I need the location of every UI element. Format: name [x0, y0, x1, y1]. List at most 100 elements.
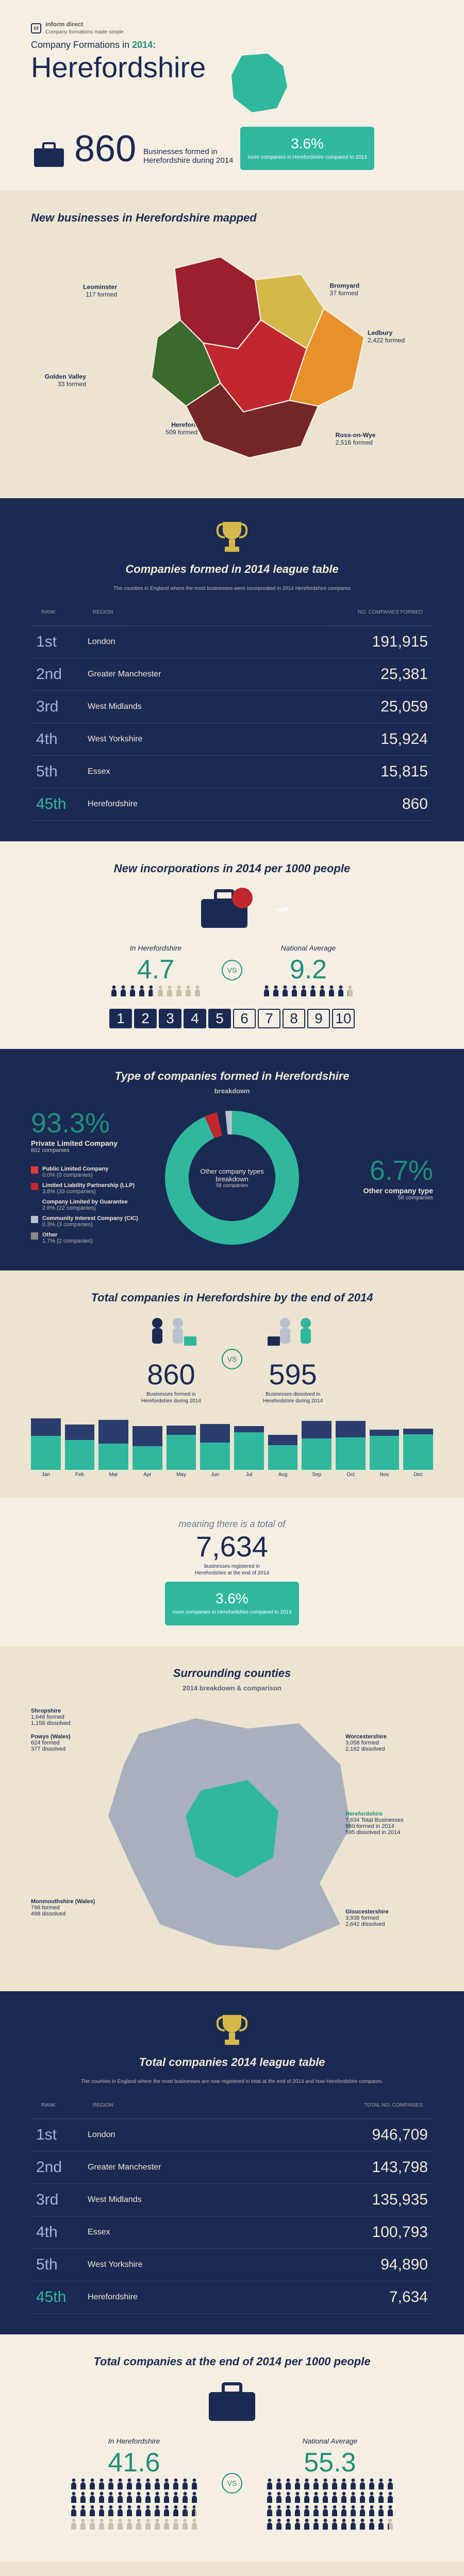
surrounding-title: Surrounding counties [173, 1667, 291, 1680]
people-briefcase-icon [143, 1314, 200, 1355]
overline: Company Formations in 2014: [31, 40, 433, 50]
vs-icon: VS [222, 2473, 242, 2494]
left-val: 4.7 [110, 954, 201, 985]
per1000-total-title: Total companies at the end of 2014 per 1… [31, 2355, 433, 2368]
legend-item: Public Limited Company0.0% (0 companies) [31, 1166, 145, 1178]
briefcase-count: 7 [258, 1009, 280, 1028]
briefcase-icon [204, 2378, 260, 2425]
svg-text:Ledbury2,422 formed: Ledbury2,422 formed [368, 330, 405, 344]
table-row: 5thWest Yorkshire94,890 [31, 2249, 433, 2281]
surround-note: Powys (Wales)624 formed377 dissolved [31, 1734, 119, 1752]
per1000-total: Total companies at the end of 2014 per 1… [0, 2334, 464, 2562]
county-title: Herefordshire [31, 50, 206, 84]
surround-note: Herefordshire7,634 Total Businesses860 f… [345, 1811, 433, 1836]
new-badge: NEW [275, 906, 289, 914]
people-grid-left [67, 2478, 201, 2530]
surround-note: Gloucestershire3,938 formed2,642 dissolv… [345, 1909, 433, 1927]
people-right [263, 985, 354, 996]
table-row: 2ndGreater Manchester143,798 [31, 2151, 433, 2184]
surrounding-subtitle: 2014 breakdown & comparison [183, 1684, 281, 1692]
legend-item: Community Interest Company (CIC)0.3% (3 … [31, 1215, 145, 1228]
brand-icon: id [31, 23, 41, 33]
stat-label-a: Businesses formed in [143, 147, 233, 156]
league2-caption: The counties in England where the most b… [31, 2078, 433, 2085]
briefcase-count: 1 [109, 1009, 132, 1028]
legend-item: Company Limited by Guarantee2.6% (22 com… [31, 1199, 145, 1211]
briefcase-count: 5 [208, 1009, 231, 1028]
pt-left-label: In Herefordshire [67, 2437, 201, 2445]
people-grid-right [263, 2478, 397, 2530]
left-label: In Herefordshire [110, 944, 201, 952]
fvd-right-num: 595 [263, 1358, 323, 1391]
table-row: 5thEssex15,815 [31, 756, 433, 788]
growth-badge: 3.6% more companies in Herefordshire com… [165, 1582, 299, 1625]
stat-number: 860 [74, 128, 136, 170]
total-caption: businesses registered in Herefordshire a… [31, 1563, 433, 1577]
surround-note: Monmouthshire (Wales)798 formed498 disso… [31, 1899, 119, 1917]
map-section: New businesses in Herefordshire mapped L… [0, 191, 464, 498]
month-bar: Sep [302, 1421, 332, 1478]
month-bar: Apr [132, 1426, 162, 1478]
right-val: 9.2 [263, 954, 354, 985]
table-row: 1stLondon191,915 [31, 626, 433, 658]
month-bar: Aug [268, 1435, 298, 1478]
table-row: 45thHerefordshire860 [31, 788, 433, 821]
month-bar: May [167, 1426, 196, 1478]
per1000-new-title: New incorporations in 2014 per 1000 peop… [31, 862, 433, 875]
month-bar: Jan [31, 1418, 61, 1478]
formed-vs-dissolved: Total companies in Herefordshire by the … [0, 1270, 464, 1498]
type-right-pct: 6.7% [319, 1155, 433, 1187]
headline-stat: 860 Businesses formed in Herefordshire d… [31, 127, 433, 170]
district-map: Leominster117 formed Bromyard37 formed Gol… [31, 234, 433, 475]
svg-text:Bromyard37 formed: Bromyard37 formed [329, 282, 359, 297]
briefcase-count: 10 [332, 1009, 355, 1028]
fvd-right-b: Herefordshire during 2014 [263, 1398, 323, 1404]
fvd-left-a: Businesses formed in [146, 1392, 196, 1397]
table-row: 4thWest Yorkshire15,924 [31, 723, 433, 756]
total-num: 7,634 [31, 1530, 433, 1563]
svg-text:Golden Valley33 formed: Golden Valley33 formed [45, 373, 87, 387]
league2-table: RankRegionTotal No. Companies1stLondon94… [31, 2092, 433, 2314]
month-bar: Mar [98, 1420, 128, 1478]
briefcase-new-icon [196, 885, 253, 932]
total-lead: meaning there is a total of [31, 1519, 433, 1530]
league2-title: Total companies 2014 league table [31, 2056, 433, 2069]
types-section: Type of companies formed in Herefordshir… [0, 1049, 464, 1270]
brand: id inform direct Company formations made… [31, 21, 433, 36]
table-row: 3rdWest Midlands25,059 [31, 691, 433, 723]
month-bar: Jun [200, 1424, 230, 1478]
vs-row: In Herefordshire 4.7 VS National Average… [31, 944, 433, 996]
table-row: 1stLondon946,709 [31, 2119, 433, 2151]
svg-text:Leominster117 formed: Leominster117 formed [83, 283, 117, 298]
briefcase-count: 8 [283, 1009, 305, 1028]
type-legend: Public Limited Company0.0% (0 companies)… [31, 1166, 145, 1244]
type-right-count: 58 companies [319, 1195, 433, 1201]
table-row: 2ndGreater Manchester25,381 [31, 658, 433, 691]
donut-center-label: Other company types breakdown [189, 1167, 275, 1183]
surrounding-map: Powys (Wales)624 formed377 dissolved Shro… [31, 1703, 433, 1971]
league1-caption: The counties in England where the most b… [31, 585, 433, 592]
briefcase-icon [31, 139, 67, 170]
type-left-label: Private Limited Company [31, 1139, 145, 1147]
brand-name: inform direct [45, 21, 83, 28]
types-title: Type of companies formed in Herefordshir… [114, 1070, 349, 1082]
last5-section: The last 5 years How the total number of… [0, 2562, 464, 2576]
trophy-icon [217, 519, 247, 555]
month-bar: Dec [403, 1429, 433, 1478]
pt-right-val: 55.3 [263, 2447, 397, 2478]
vs-icon: VS [222, 1349, 242, 1369]
people-briefcase-icon [264, 1314, 321, 1355]
league1-table: RankRegionNo. Companies formed1stLondon1… [31, 599, 433, 821]
legend-item: Other1.7% (2 companies) [31, 1232, 145, 1244]
fvd-left-b: Herefordshire during 2014 [141, 1398, 201, 1404]
briefcase-count: 6 [233, 1009, 256, 1028]
legend-item: Limited Liability Partnership (LLP)3.8% … [31, 1182, 145, 1195]
briefcase-count: 4 [184, 1009, 206, 1028]
briefcase-count: 9 [307, 1009, 330, 1028]
donut-center-sub: 58 companies [216, 1183, 248, 1189]
month-bar: Nov [370, 1430, 400, 1478]
surround-note: Shropshire1,648 formed1,158 dissolved [31, 1708, 119, 1726]
briefcase-count: 2 [134, 1009, 157, 1028]
trophy-icon [217, 2012, 247, 2048]
pt-right-label: National Average [263, 2437, 397, 2445]
